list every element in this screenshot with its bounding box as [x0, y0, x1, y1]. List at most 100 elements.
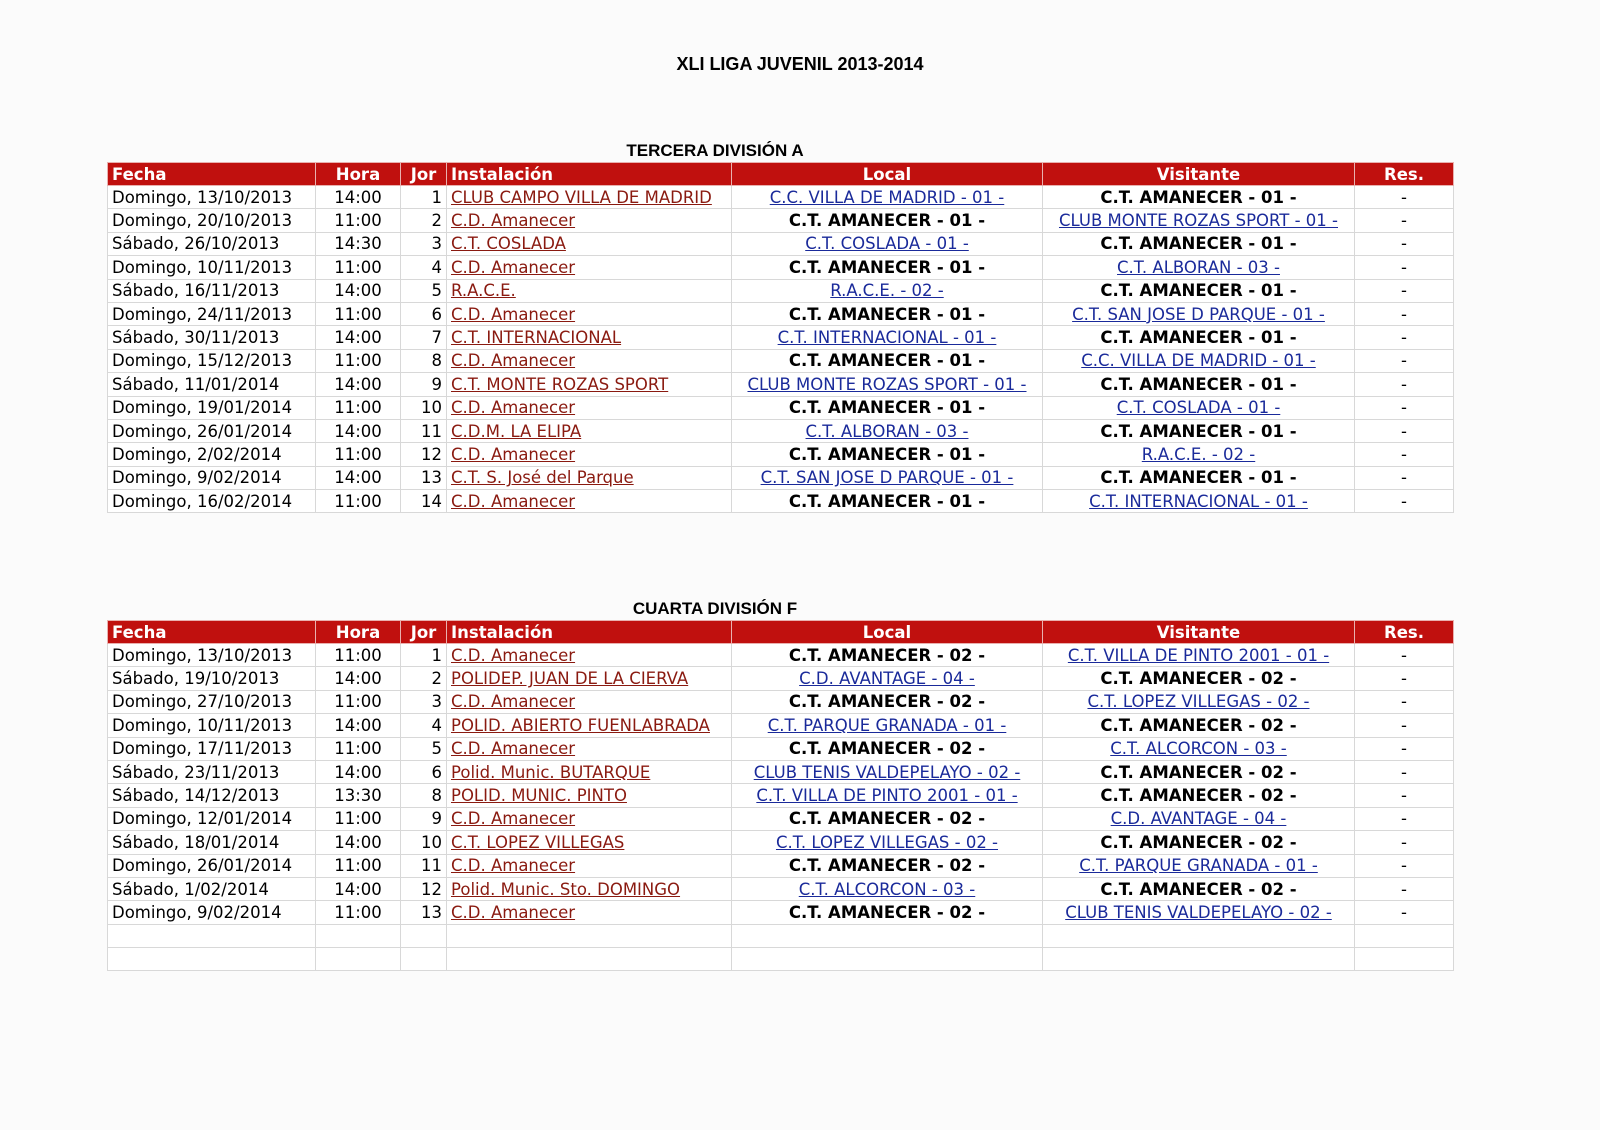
- opponent-team-link[interactable]: C.T. INTERNACIONAL - 01 -: [777, 328, 997, 348]
- venue-link[interactable]: R.A.C.E.: [451, 281, 516, 301]
- venue-link[interactable]: POLID. MUNIC. PINTO: [451, 786, 627, 806]
- cell-visitante: C.T. AMANECER - 01 -: [1042, 231, 1355, 257]
- cell-jor: 3: [431, 692, 443, 712]
- cell-hora: 11:00: [334, 809, 382, 829]
- venue-link[interactable]: C.D. Amanecer: [451, 645, 576, 665]
- cell-local: C.T. ALCORCON - 03 -: [731, 876, 1043, 902]
- cell-jor: 11: [400, 418, 447, 444]
- opponent-team-link[interactable]: CLUB TENIS VALDEPELAYO - 02 -: [1065, 902, 1332, 922]
- section-title: TERCERA DIVISIÓN A: [626, 141, 804, 160]
- opponent-team-link[interactable]: C.T. COSLADA - 01 -: [805, 234, 969, 254]
- cell-hora: 11:00: [315, 255, 401, 280]
- venue-link[interactable]: C.D. Amanecer: [451, 739, 576, 759]
- opponent-team-link[interactable]: C.T. PARQUE GRANADA - 01 -: [1079, 856, 1318, 876]
- opponent-team-link[interactable]: C.T. VILLA DE PINTO 2001 - 01 -: [756, 786, 1018, 806]
- cell-visitante: C.T. AMANECER - 02 -: [1042, 666, 1355, 691]
- venue-link[interactable]: C.D. Amanecer: [451, 304, 576, 324]
- cell-jor: 1: [431, 645, 443, 665]
- opponent-team-link[interactable]: C.C. VILLA DE MADRID - 01 -: [769, 187, 1005, 207]
- opponent-team-link[interactable]: C.C. VILLA DE MADRID - 01 -: [1081, 351, 1316, 371]
- opponent-team-link[interactable]: C.T. SAN JOSE D PARQUE - 01 -: [1072, 304, 1325, 324]
- opponent-team-link[interactable]: C.T. INTERNACIONAL - 01 -: [1089, 491, 1308, 511]
- opponent-team-link[interactable]: C.T. LOPEZ VILLEGAS - 02 -: [1087, 692, 1310, 712]
- opponent-team-link[interactable]: C.T. VILLA DE PINTO 2001 - 01 -: [1067, 645, 1330, 665]
- own-team: C.T. AMANECER - 02 -: [788, 809, 986, 829]
- cell-visitante: C.T. AMANECER - 01 -: [1042, 278, 1355, 303]
- cell-fecha: Domingo, 12/01/2014: [107, 806, 316, 832]
- venue-link[interactable]: C.T. COSLADA: [451, 234, 566, 254]
- venue-link[interactable]: CLUB CAMPO VILLA DE MADRID: [451, 187, 712, 207]
- cell-jor: 9: [431, 374, 443, 394]
- opponent-team-link[interactable]: R.A.C.E. - 02 -: [1141, 444, 1256, 464]
- cell-instalacion: C.D. Amanecer: [446, 395, 732, 420]
- cell-jor: 2: [431, 211, 443, 231]
- venue-link[interactable]: C.D. Amanecer: [451, 809, 576, 829]
- venue-link[interactable]: C.D. Amanecer: [451, 398, 576, 418]
- cell-fecha: Sábado, 11/01/2014: [112, 374, 280, 394]
- table-row: Sábado, 18/01/2014 14:00 10 C.T. LOPEZ VILL…: [107, 830, 1454, 855]
- opponent-team-link[interactable]: C.D. AVANTAGE - 04 -: [1110, 809, 1287, 829]
- cell-res: -: [1354, 713, 1454, 738]
- venue-link[interactable]: C.T. MONTE ROZAS SPORT: [451, 374, 669, 394]
- cell-hora: [315, 947, 401, 972]
- opponent-team-link[interactable]: CLUB MONTE ROZAS SPORT - 01 -: [747, 374, 1027, 394]
- cell-fecha: Sábado, 19/10/2013: [107, 666, 316, 691]
- opponent-team-link[interactable]: CLUB TENIS VALDEPELAYO - 02 -: [753, 762, 1021, 782]
- cell-visitante: [1042, 923, 1355, 949]
- opponent-team-link[interactable]: C.T. PARQUE GRANADA - 01 -: [767, 715, 1007, 735]
- cell-fecha: Sábado, 30/11/2013: [112, 328, 280, 348]
- opponent-team-link[interactable]: C.T. ALBORAN - 03 -: [805, 421, 969, 441]
- own-team: C.T. AMANECER - 01 -: [788, 211, 986, 231]
- opponent-team-link[interactable]: C.T. COSLADA - 01 -: [1116, 398, 1281, 418]
- opponent-team-link[interactable]: C.T. LOPEZ VILLEGAS - 02 -: [775, 832, 999, 852]
- opponent-team-link[interactable]: C.T. ALCORCON - 03 -: [798, 879, 976, 899]
- opponent-team-link[interactable]: C.D. AVANTAGE - 04 -: [799, 669, 975, 689]
- cell-jor: 2: [400, 208, 447, 233]
- opponent-team-link[interactable]: CLUB MONTE ROZAS SPORT - 01 -: [1058, 211, 1338, 231]
- cell-res: -: [1354, 900, 1454, 925]
- venue-link[interactable]: POLIDEP. JUAN DE LA CIERVA: [451, 669, 689, 689]
- cell-hora: 14:00: [315, 325, 401, 350]
- venue-link[interactable]: C.D. Amanecer: [451, 902, 576, 922]
- header-visitante: Visitante: [1042, 162, 1355, 186]
- venue-link[interactable]: C.D. Amanecer: [451, 351, 576, 371]
- cell-visitante: C.T. VILLA DE PINTO 2001 - 01 -: [1042, 642, 1355, 668]
- venue-link[interactable]: C.D. Amanecer: [451, 491, 576, 511]
- cell-jor: 10: [400, 830, 447, 855]
- cell-res: -: [1354, 418, 1454, 444]
- opponent-team-link[interactable]: C.T. SAN JOSE D PARQUE - 01 -: [760, 468, 1014, 488]
- opponent-team-link[interactable]: C.T. ALCORCON - 03 -: [1110, 739, 1287, 759]
- own-team: C.T. AMANECER - 01 -: [1100, 468, 1297, 488]
- venue-link[interactable]: C.T. INTERNACIONAL: [451, 328, 622, 348]
- cell-res: -: [1354, 642, 1454, 668]
- venue-link[interactable]: C.D.M. LA ELIPA: [451, 421, 582, 441]
- opponent-team-link[interactable]: C.T. ALBORAN - 03 -: [1117, 257, 1280, 277]
- venue-link[interactable]: C.D. Amanecer: [451, 856, 576, 876]
- cell-fecha: Domingo, 20/10/2013: [107, 208, 316, 233]
- schedule-table: Fecha Hora Jor Instalación Local Visitante Res…: [107, 620, 1454, 972]
- cell-fecha: Domingo, 20/10/2013: [112, 211, 293, 231]
- cell-local: C.T. COSLADA - 01 -: [731, 231, 1043, 257]
- venue-link[interactable]: C.D. Amanecer: [451, 257, 576, 277]
- venue-link[interactable]: C.D. Amanecer: [451, 444, 576, 464]
- cell-fecha: Sábado, 30/11/2013: [107, 325, 316, 350]
- cell-res: -: [1354, 395, 1454, 420]
- venue-link[interactable]: C.D. Amanecer: [451, 211, 576, 231]
- opponent-team-link[interactable]: R.A.C.E. - 02 -: [830, 281, 944, 301]
- cell-hora: 11:00: [334, 692, 382, 712]
- venue-link[interactable]: C.T. S. José del Parque: [451, 468, 634, 488]
- venue-link[interactable]: POLID. ABIERTO FUENLABRADA: [451, 715, 710, 735]
- cell-res: -: [1401, 832, 1407, 852]
- venue-link[interactable]: C.T. LOPEZ VILLEGAS: [451, 832, 625, 852]
- own-team: C.T. AMANECER - 02 -: [1100, 879, 1297, 899]
- cell-res: -: [1354, 301, 1454, 327]
- venue-link[interactable]: C.D. Amanecer: [451, 692, 576, 712]
- venue-link[interactable]: Polid. Munic. Sto. DOMINGO: [451, 879, 681, 899]
- header-jor: Jor: [400, 162, 447, 186]
- table-row: Sábado, 19/10/2013 14:00 2 POLIDEP. JUAN DE…: [107, 666, 1454, 691]
- table-row: Sábado, 14/12/2013 13:30 8 POLID. MUNIC. PI…: [107, 783, 1454, 808]
- cell-instalacion: C.D. Amanecer: [446, 806, 732, 832]
- venue-link[interactable]: Polid. Munic. BUTARQUE: [451, 762, 651, 782]
- cell-res: -: [1354, 489, 1454, 514]
- own-team: C.T. AMANECER - 01 -: [1100, 374, 1297, 394]
